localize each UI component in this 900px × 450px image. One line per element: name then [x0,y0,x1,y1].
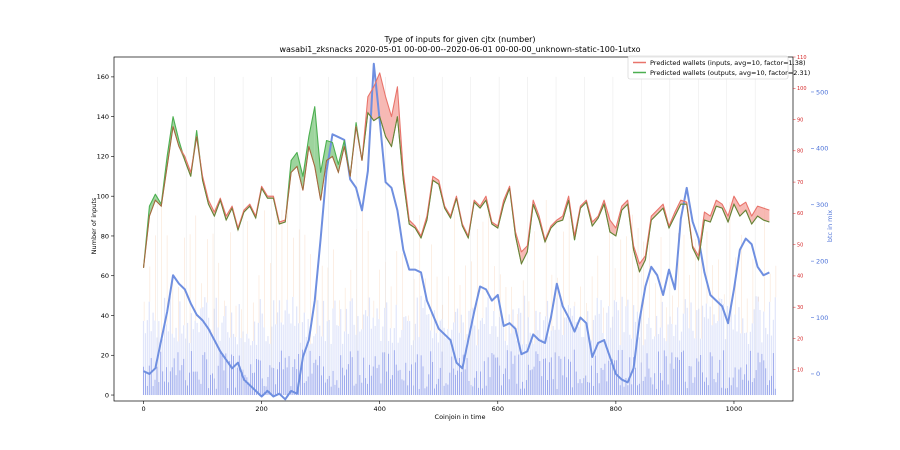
difference-fill-segment [657,204,664,215]
difference-fill-segment [651,210,658,221]
y-right-red-tick-label: 80 [797,149,803,155]
difference-fill-segment [751,206,758,225]
x-tick-label: 0 [141,405,145,413]
y-right-blue-tick-label: 100 [816,314,828,322]
y-right-red-tick-label: 70 [797,180,803,186]
series-line-overlap [143,111,770,274]
series-line-outputs [142,106,770,273]
series-lines-layer [142,62,770,401]
y-right-blue-tick-label: 200 [816,257,828,265]
y-tick-label: 0 [105,391,109,399]
y-tick-label: 100 [97,192,109,200]
y-right-red-tick-label: 40 [797,274,803,280]
legend-box [627,55,789,80]
y-axis-label: Number of inputs [90,197,98,254]
y-right-red-tick-label: 30 [797,305,803,311]
difference-fill-segment [745,202,752,225]
y-right-blue-tick-label: 500 [816,88,828,96]
difference-fill-segment [320,140,327,201]
x-tick-label: 400 [373,405,385,413]
x-axis-label: Coinjoin in time [435,413,486,421]
difference-fill-segment [297,152,303,191]
difference-fill-segment [385,96,392,147]
y-tick-label: 80 [101,232,109,240]
y-right-blue-tick-label: 300 [816,201,828,209]
legend: Predicted wallets (inputs, avg=10, facto… [627,55,810,80]
legend-label-outputs: Predicted wallets (outputs, avg=10, fact… [650,69,810,77]
y-tick-label: 120 [97,153,109,161]
series-line-btc-in-mix [143,62,770,401]
chart-title: Type of inputs for given cjtx (number) [383,35,535,44]
y-axis-right-label: btc in mix [826,210,834,242]
y-right-red-tick-label: 20 [797,336,803,342]
x-tick-label: 600 [492,405,504,413]
y-right-red-tick-label: 110 [797,55,807,61]
difference-fill-segment [391,86,398,147]
chart-subtitle: wasabi1_zksnacks 2020-05-01 00-00-00--20… [279,45,640,54]
y-tick-label: 160 [97,73,109,81]
y-tick-label: 60 [101,272,109,280]
y-right-red-tick-label: 60 [797,211,803,217]
difference-fill-segment [621,200,628,211]
difference-fill-segment [704,212,711,223]
difference-fill-segment [432,176,439,185]
y-right-red-tick-label: 10 [797,368,803,374]
axes-layer: 0 200 400 600 800 100002040608010012014016010… [97,55,829,413]
difference-fill-segment [314,106,321,201]
difference-fill-segment [763,208,770,223]
y-tick-label: 20 [101,352,109,360]
y-right-red-tick-label: 50 [797,242,803,248]
difference-fill-segment [609,220,616,236]
x-tick-label: 1000 [726,405,743,413]
y-right-blue-tick-label: 0 [816,370,820,378]
x-tick-label: 200 [255,405,267,413]
background-bars-layer [142,76,777,396]
y-tick-label: 40 [101,312,109,320]
difference-fill-layer [143,72,770,272]
y-right-red-tick-label: 100 [797,86,807,92]
difference-fill-segment [733,196,740,217]
x-tick-label: 800 [610,405,622,413]
y-right-blue-tick-label: 400 [816,145,828,153]
series-line-inputs [142,72,770,268]
legend-label-inputs: Predicted wallets (inputs, avg=10, facto… [650,59,806,67]
plot-frame [113,56,794,402]
y-tick-label: 140 [97,113,109,121]
y-right-red-tick-label: 90 [797,117,803,123]
